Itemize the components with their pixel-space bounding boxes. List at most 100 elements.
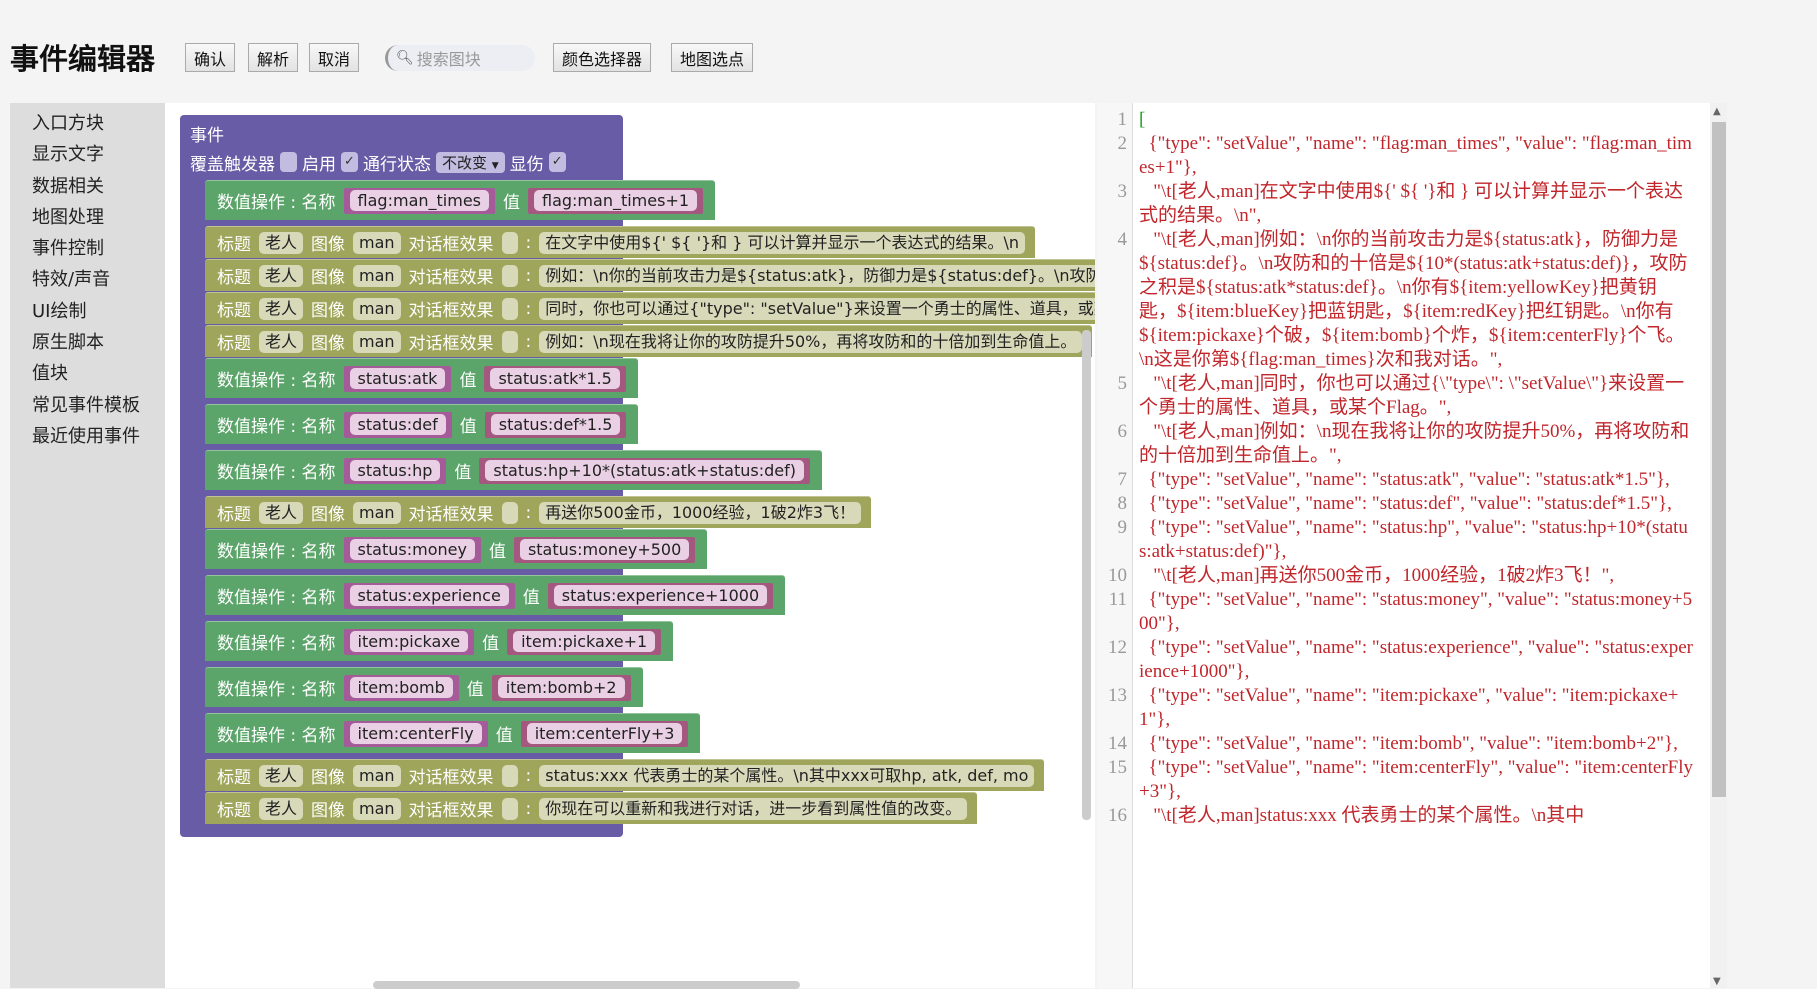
dialog-effect-field[interactable] [501,330,518,353]
sidebar-item[interactable]: 特效/声音 [32,269,111,291]
blockly-workspace[interactable]: 事件 覆盖触发器 启用 ✓ 通行状态 不改变 ▼ 显伤 ✓ 数值操作 : 名称 f… [165,103,1095,988]
value-block[interactable]: item:pickaxe+1 [507,628,662,655]
text-field[interactable]: 例如：\n你的当前攻击力是${status:atk}，防御力是${status:… [539,264,1095,287]
image-field[interactable]: man [353,797,401,820]
sidebar-item[interactable]: 最近使用事件 [32,425,140,447]
name-block[interactable]: status:def [343,411,452,438]
show-text-block[interactable]: 标题 老人 图像 man 对话框效果: 你现在可以重新和我进行对话，进一步看到属性值的改变… [205,792,978,824]
sidebar-item[interactable]: 显示文字 [32,144,104,166]
cancel-button[interactable]: 取消 [309,43,360,72]
show-text-block[interactable]: 标题 老人 图像 man 对话框效果: 再送你500金币，1000经验，1破2炸3飞！ [205,496,872,528]
set-value-block[interactable]: 数值操作 : 名称 status:hp 值 status:hp+10*(status:… [205,450,822,490]
title-field[interactable]: 老人 [259,501,304,524]
name-field[interactable]: item:centerFly [349,722,482,744]
value-block[interactable]: status:hp+10*(status:atk+status:def) [479,457,810,484]
code-scrollbar-thumb[interactable] [1712,122,1726,797]
name-block[interactable]: item:bomb [343,674,459,701]
sidebar-item[interactable]: 值块 [32,363,68,385]
show-text-block[interactable]: 标题 老人 图像 man 对话框效果: 例如：\n现在我将让你的攻防提升50%，再将攻防和… [205,325,1093,357]
image-field[interactable]: man [353,501,401,524]
title-field[interactable]: 老人 [259,764,304,787]
name-field[interactable]: status:atk [349,367,446,389]
name-field[interactable]: item:bomb [349,676,453,698]
title-field[interactable]: 老人 [259,797,304,820]
value-field[interactable]: status:atk*1.5 [490,367,620,389]
dialog-effect-field[interactable] [501,231,518,254]
override-checkbox[interactable] [280,152,297,172]
image-field[interactable]: man [353,231,401,254]
dialog-effect-field[interactable] [501,264,518,287]
name-block[interactable]: item:pickaxe [343,628,475,655]
value-block[interactable]: status:def*1.5 [484,411,627,438]
value-field[interactable]: item:pickaxe+1 [513,630,656,652]
name-field[interactable]: status:experience [349,584,509,606]
map-pick-button[interactable]: 地图选点 [671,43,754,72]
scroll-down-icon[interactable]: ▼ [1713,976,1721,987]
value-field[interactable]: item:bomb+2 [497,676,625,698]
text-field[interactable]: 例如：\n现在我将让你的攻防提升50%，再将攻防和的十倍加到生命值上。 [539,330,1083,353]
image-field[interactable]: man [353,330,401,353]
show-text-block[interactable]: 标题 老人 图像 man 对话框效果: 在文字中使用${' ${ '}和 } 可以计算并显… [205,226,1036,258]
name-block[interactable]: flag:man_times [343,187,495,214]
value-block[interactable]: status:atk*1.5 [484,365,626,392]
value-field[interactable]: status:experience+1000 [553,584,768,606]
set-value-block[interactable]: 数值操作 : 名称 flag:man_times 值 flag:man_times+1 [205,180,716,220]
sidebar-item[interactable]: 事件控制 [32,238,104,260]
show-text-block[interactable]: 标题 老人 图像 man 对话框效果: status:xxx 代表勇士的某个属性。\n其中… [205,759,1045,791]
name-field[interactable]: flag:man_times [349,189,489,211]
set-value-block[interactable]: 数值操作 : 名称 item:pickaxe 值 item:pickaxe+1 [205,621,674,661]
block-search-input[interactable]: 🔍︎ 搜索图块 [385,45,535,71]
value-field[interactable]: status:def*1.5 [490,413,621,435]
text-field[interactable]: status:xxx 代表勇士的某个属性。\n其中xxx可取hp, atk, d… [539,764,1035,787]
title-field[interactable]: 老人 [259,231,304,254]
name-block[interactable]: status:money [343,536,481,563]
title-field[interactable]: 老人 [259,264,304,287]
set-value-block[interactable]: 数值操作 : 名称 status:money 值 status:money+500 [205,529,708,569]
text-field[interactable]: 你现在可以重新和我进行对话，进一步看到属性值的改变。 [539,797,968,820]
sidebar-item[interactable]: 原生脚本 [32,332,104,354]
title-field[interactable]: 老人 [259,330,304,353]
name-block[interactable]: status:atk [343,365,452,392]
confirm-button[interactable]: 确认 [185,43,236,72]
text-field[interactable]: 再送你500金币，1000经验，1破2炸3飞！ [539,501,862,524]
text-field[interactable]: 同时，你也可以通过{"type": "setValue"}来设置一个勇士的属性、… [539,297,1095,320]
sidebar-item[interactable]: 地图处理 [32,206,104,228]
sidebar-item[interactable]: 入口方块 [32,113,104,134]
image-field[interactable]: man [353,764,401,787]
parse-button[interactable]: 解析 [248,43,299,72]
show-text-block[interactable]: 标题 老人 图像 man 对话框效果: 同时，你也可以通过{"type": "setVal… [205,292,1095,324]
image-field[interactable]: man [353,264,401,287]
code-editor[interactable]: 1[2 {"type": "setValue", "name": "flag:m… [1097,103,1717,988]
value-field[interactable]: flag:man_times+1 [534,189,698,211]
text-field[interactable]: 在文字中使用${' ${ '}和 } 可以计算并显示一个表达式的结果。\n [539,231,1026,254]
value-field[interactable]: item:centerFly+3 [526,722,683,744]
value-block[interactable]: flag:man_times+1 [528,187,704,214]
scroll-up-icon[interactable]: ▲ [1713,106,1721,117]
name-field[interactable]: status:hp [349,459,441,481]
set-value-block[interactable]: 数值操作 : 名称 item:centerFly 值 item:centerFly+3 [205,713,701,753]
name-block[interactable]: status:experience [343,582,515,609]
value-field[interactable]: status:hp+10*(status:atk+status:def) [485,459,804,481]
set-value-block[interactable]: 数值操作 : 名称 status:def 值 status:def*1.5 [205,404,639,444]
value-block[interactable]: item:centerFly+3 [520,720,689,747]
color-picker-button[interactable]: 颜色选择器 [553,43,652,72]
set-value-block[interactable]: 数值操作 : 名称 status:atk 值 status:atk*1.5 [205,358,638,398]
title-field[interactable]: 老人 [259,297,304,320]
dialog-effect-field[interactable] [501,797,518,820]
dialog-effect-field[interactable] [501,297,518,320]
value-block[interactable]: status:money+500 [513,536,696,563]
sidebar-item[interactable]: 常见事件模板 [32,394,140,416]
show-damage-checkbox[interactable]: ✓ [548,152,566,172]
name-field[interactable]: status:money [349,538,475,560]
workspace-vertical-scrollbar[interactable] [1082,330,1091,820]
name-field[interactable]: status:def [349,413,446,435]
set-value-block[interactable]: 数值操作 : 名称 status:experience 值 status:experi… [205,575,786,615]
enable-checkbox[interactable]: ✓ [341,152,358,172]
set-value-block[interactable]: 数值操作 : 名称 item:bomb 值 item:bomb+2 [205,667,643,707]
show-text-block[interactable]: 标题 老人 图像 man 对话框效果: 例如：\n你的当前攻击力是${status:atk… [205,259,1095,291]
name-block[interactable]: status:hp [343,457,447,484]
dialog-effect-field[interactable] [501,764,518,787]
pass-state-dropdown[interactable]: 不改变 ▼ [436,151,505,173]
image-field[interactable]: man [353,297,401,320]
sidebar-item[interactable]: UI绘制 [32,300,87,322]
